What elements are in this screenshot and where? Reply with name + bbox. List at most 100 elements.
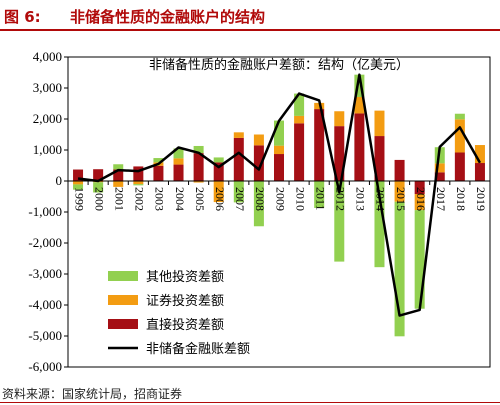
x-tick-label: 2003	[153, 187, 167, 211]
legend-swatch	[108, 319, 138, 329]
chart-title: 非储备性质的金融账户差额：结构（亿美元）	[149, 57, 409, 73]
y-tick-label: 0	[56, 173, 63, 188]
bar-segment	[394, 159, 405, 181]
x-tick-label: 2005	[193, 187, 207, 211]
y-tick-label: 1,000	[33, 142, 62, 157]
bar-segment	[133, 166, 144, 181]
bar-segment	[434, 172, 445, 181]
legend-label: 证券投资差额	[146, 293, 224, 309]
figure-header: 图 6: 非储备性质的金融账户的结构	[0, 0, 500, 31]
bar-segment	[173, 158, 184, 165]
bar-segment	[274, 145, 284, 155]
bar-segment	[354, 113, 365, 181]
y-tick-label: 2,000	[33, 111, 62, 126]
bar-segment	[173, 148, 184, 159]
bar-segment	[113, 164, 124, 170]
bar-segment	[314, 181, 325, 208]
bar-segment	[454, 119, 465, 153]
bar-segment	[173, 164, 184, 181]
bar-segment	[253, 181, 264, 227]
bottom-rule	[0, 402, 500, 403]
bar-segment	[474, 145, 485, 164]
bar-segment	[113, 181, 124, 187]
bar-segment	[434, 163, 445, 173]
bar-segment	[294, 93, 305, 116]
bar-segment	[454, 113, 465, 120]
bar-segment	[213, 157, 224, 163]
bar-segment	[153, 158, 164, 163]
bar-segment	[414, 210, 425, 309]
bar-segment	[334, 111, 345, 127]
bar-segment	[274, 154, 284, 181]
x-tick-label: 2015	[394, 187, 408, 211]
series-line	[77, 73, 482, 317]
bar-segment	[253, 134, 264, 146]
bar-segment	[113, 169, 124, 181]
bar-segment	[73, 169, 84, 181]
bar-segment	[374, 181, 385, 268]
source-note: 资料来源：国家统计局，招商证券	[2, 387, 183, 401]
y-tick-label: -4,000	[28, 297, 62, 312]
bar-segment	[193, 181, 204, 183]
x-tick-label: 2018	[454, 187, 468, 211]
x-tick-label: 2008	[253, 187, 267, 211]
x-tick-label: 2006	[213, 187, 227, 211]
legend-label: 非储备金融账差额	[146, 341, 250, 357]
y-tick-label: -2,000	[28, 235, 62, 250]
bar-segment	[73, 184, 84, 190]
bar-segment	[394, 201, 405, 337]
bar-segment	[93, 169, 104, 181]
bar-segment	[294, 115, 305, 124]
y-tick-label: 4,000	[33, 49, 62, 64]
bar-segment	[314, 109, 325, 181]
bar-segment	[193, 153, 204, 181]
x-tick-label: 1999	[72, 187, 86, 211]
y-tick-label: 3,000	[33, 80, 62, 95]
bar-segment	[233, 181, 244, 203]
bar-segment	[133, 181, 144, 185]
bar-segment	[354, 74, 365, 97]
x-tick-label: 2019	[474, 187, 488, 211]
x-tick-label: 2017	[434, 187, 448, 211]
bar-segment	[93, 182, 104, 193]
header-rule	[0, 29, 500, 31]
x-tick-label: 2012	[334, 187, 348, 211]
y-tick-label: -3,000	[28, 266, 62, 281]
bar-segment	[294, 123, 305, 181]
bar-segment	[474, 163, 485, 181]
y-tick-label: -6,000	[28, 359, 62, 374]
bar-segment	[153, 165, 164, 181]
x-tick-label: 2001	[112, 187, 126, 211]
bar-segment	[233, 137, 244, 181]
figure-title: 非储备性质的金融账户的结构	[70, 8, 266, 26]
x-tick-label: 2000	[92, 187, 106, 211]
y-tick-label: -1,000	[28, 204, 62, 219]
x-tick-label: 2016	[414, 187, 428, 211]
bar-segment	[374, 110, 385, 137]
legend-swatch	[108, 271, 138, 281]
bar-segment	[133, 184, 144, 186]
x-tick-label: 2013	[354, 187, 368, 211]
bar-segment	[274, 120, 284, 146]
bar-segment	[354, 96, 365, 114]
legend-label: 其他投资差额	[146, 269, 224, 285]
bar-segment	[253, 145, 264, 181]
x-tick-label: 2010	[293, 187, 307, 211]
bar-segment	[73, 181, 84, 185]
legend-swatch	[108, 295, 138, 305]
bar-segment	[233, 132, 244, 138]
bar-segment	[394, 181, 405, 202]
bar-segment	[414, 181, 425, 195]
legend-label: 直接投资差额	[146, 317, 224, 333]
bar-segment	[334, 126, 345, 181]
bar-segment	[213, 181, 224, 203]
bar-segment	[334, 181, 345, 262]
bar-segment	[414, 194, 425, 211]
x-tick-label: 2002	[133, 187, 147, 211]
bar-segment	[193, 145, 204, 154]
y-tick-label: -5,000	[28, 328, 62, 343]
x-tick-label: 2011	[313, 187, 327, 211]
x-tick-label: 2009	[273, 187, 287, 211]
